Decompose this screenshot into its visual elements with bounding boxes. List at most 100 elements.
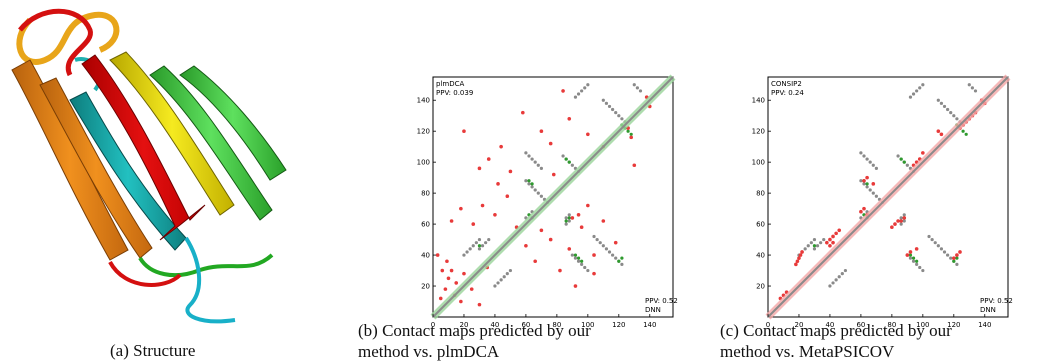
contact-point (952, 114, 956, 118)
contact-point (462, 129, 466, 133)
contact-point (548, 141, 553, 146)
contact-point (601, 98, 605, 102)
contact-point (471, 222, 476, 226)
caption-b-line1: (b) Contact maps predicted by our (358, 321, 591, 340)
contact-point (469, 287, 474, 291)
contact-point (939, 132, 944, 137)
contact-point (486, 157, 491, 161)
x-tick-label: 100 (581, 321, 594, 329)
y-tick-label: 80 (756, 190, 765, 198)
contact-point (477, 237, 482, 242)
contact-point (902, 213, 906, 217)
contact-point (865, 175, 869, 180)
contact-point (899, 219, 903, 223)
contact-point (533, 259, 537, 264)
contact-point (918, 265, 922, 270)
contact-point (586, 203, 590, 208)
contact-point (576, 213, 581, 217)
contact-point (576, 92, 581, 96)
contact-point (918, 86, 922, 90)
x-tick-label: 120 (612, 321, 625, 329)
contact-point (939, 101, 944, 105)
contact-point (942, 250, 947, 254)
contact-point (862, 178, 866, 183)
contact-point (949, 256, 953, 260)
contact-point (502, 275, 506, 279)
x-tick-label: 40 (490, 321, 499, 329)
contact-point (955, 262, 959, 266)
contact-point (973, 89, 978, 93)
caption-c-line2: method vs. MetaPSICOV (720, 342, 895, 361)
contact-point (902, 216, 907, 220)
contact-point (908, 253, 913, 257)
contact-point (592, 253, 596, 257)
contact-point (607, 250, 612, 254)
contact-point (936, 98, 940, 102)
contact-point (477, 302, 482, 307)
contact-point (576, 259, 581, 263)
contact-point (564, 219, 568, 223)
x-tick-label: 40 (825, 321, 834, 329)
y-tick-label: 120 (752, 128, 765, 136)
contact-point (499, 144, 503, 149)
contact-point (952, 259, 956, 263)
contact-point (614, 256, 618, 260)
contact-point (493, 284, 497, 288)
contact-point (915, 259, 919, 263)
contact-point (862, 154, 866, 158)
annotation-bottom-right: DNN (645, 306, 661, 314)
diagonal-line (432, 76, 674, 318)
contact-point (837, 275, 841, 279)
contact-point (539, 166, 543, 170)
contact-point (809, 241, 813, 245)
x-tick-label: 100 (916, 321, 929, 329)
contact-point (890, 225, 894, 229)
contact-point (915, 262, 919, 266)
contact-point (831, 240, 835, 245)
contact-point (930, 237, 934, 242)
contact-point (812, 247, 817, 251)
contact-point (871, 163, 875, 167)
y-tick-label: 140 (752, 97, 765, 105)
contact-point (831, 281, 835, 285)
contact-point (530, 182, 534, 186)
contact-point (558, 268, 562, 273)
contact-point (548, 237, 553, 242)
contact-point (576, 256, 581, 260)
contact-point (921, 151, 925, 155)
contact-point (795, 259, 800, 264)
contact-point (617, 259, 621, 263)
contact-point (527, 154, 531, 158)
contact-point (524, 243, 528, 248)
contact-point (806, 244, 810, 248)
contact-point (462, 271, 466, 276)
contact-point (505, 272, 509, 276)
contact-point (611, 253, 615, 257)
contact-point (564, 216, 568, 220)
x-tick-label: 140 (978, 321, 991, 329)
panel-b: 0 20 40 60 80 100 120 140 20 40 60 80 100 120 140 plmDC… (405, 72, 705, 334)
contact-point (958, 250, 962, 254)
y-tick-label: 40 (421, 252, 430, 260)
annotation-bottom-right: PPV: 0.52 (980, 297, 1013, 305)
contact-point (580, 89, 584, 93)
contact-point (527, 179, 531, 183)
contact-point (626, 129, 630, 133)
contact-point (477, 166, 482, 171)
contact-point (465, 250, 469, 254)
contact-point (834, 278, 838, 282)
contact-point (843, 268, 848, 273)
contact-point (632, 163, 637, 168)
contact-point (896, 154, 900, 158)
contact-point (955, 256, 959, 260)
contact-point (499, 278, 503, 282)
y-tick-label: 80 (421, 190, 430, 198)
contact-point (828, 243, 832, 248)
contact-point (570, 253, 574, 257)
contact-point (893, 222, 897, 226)
contact-point (564, 222, 568, 226)
contact-point (859, 209, 863, 214)
contact-point (508, 268, 513, 273)
contact-point (819, 241, 823, 245)
contact-point (539, 194, 543, 198)
